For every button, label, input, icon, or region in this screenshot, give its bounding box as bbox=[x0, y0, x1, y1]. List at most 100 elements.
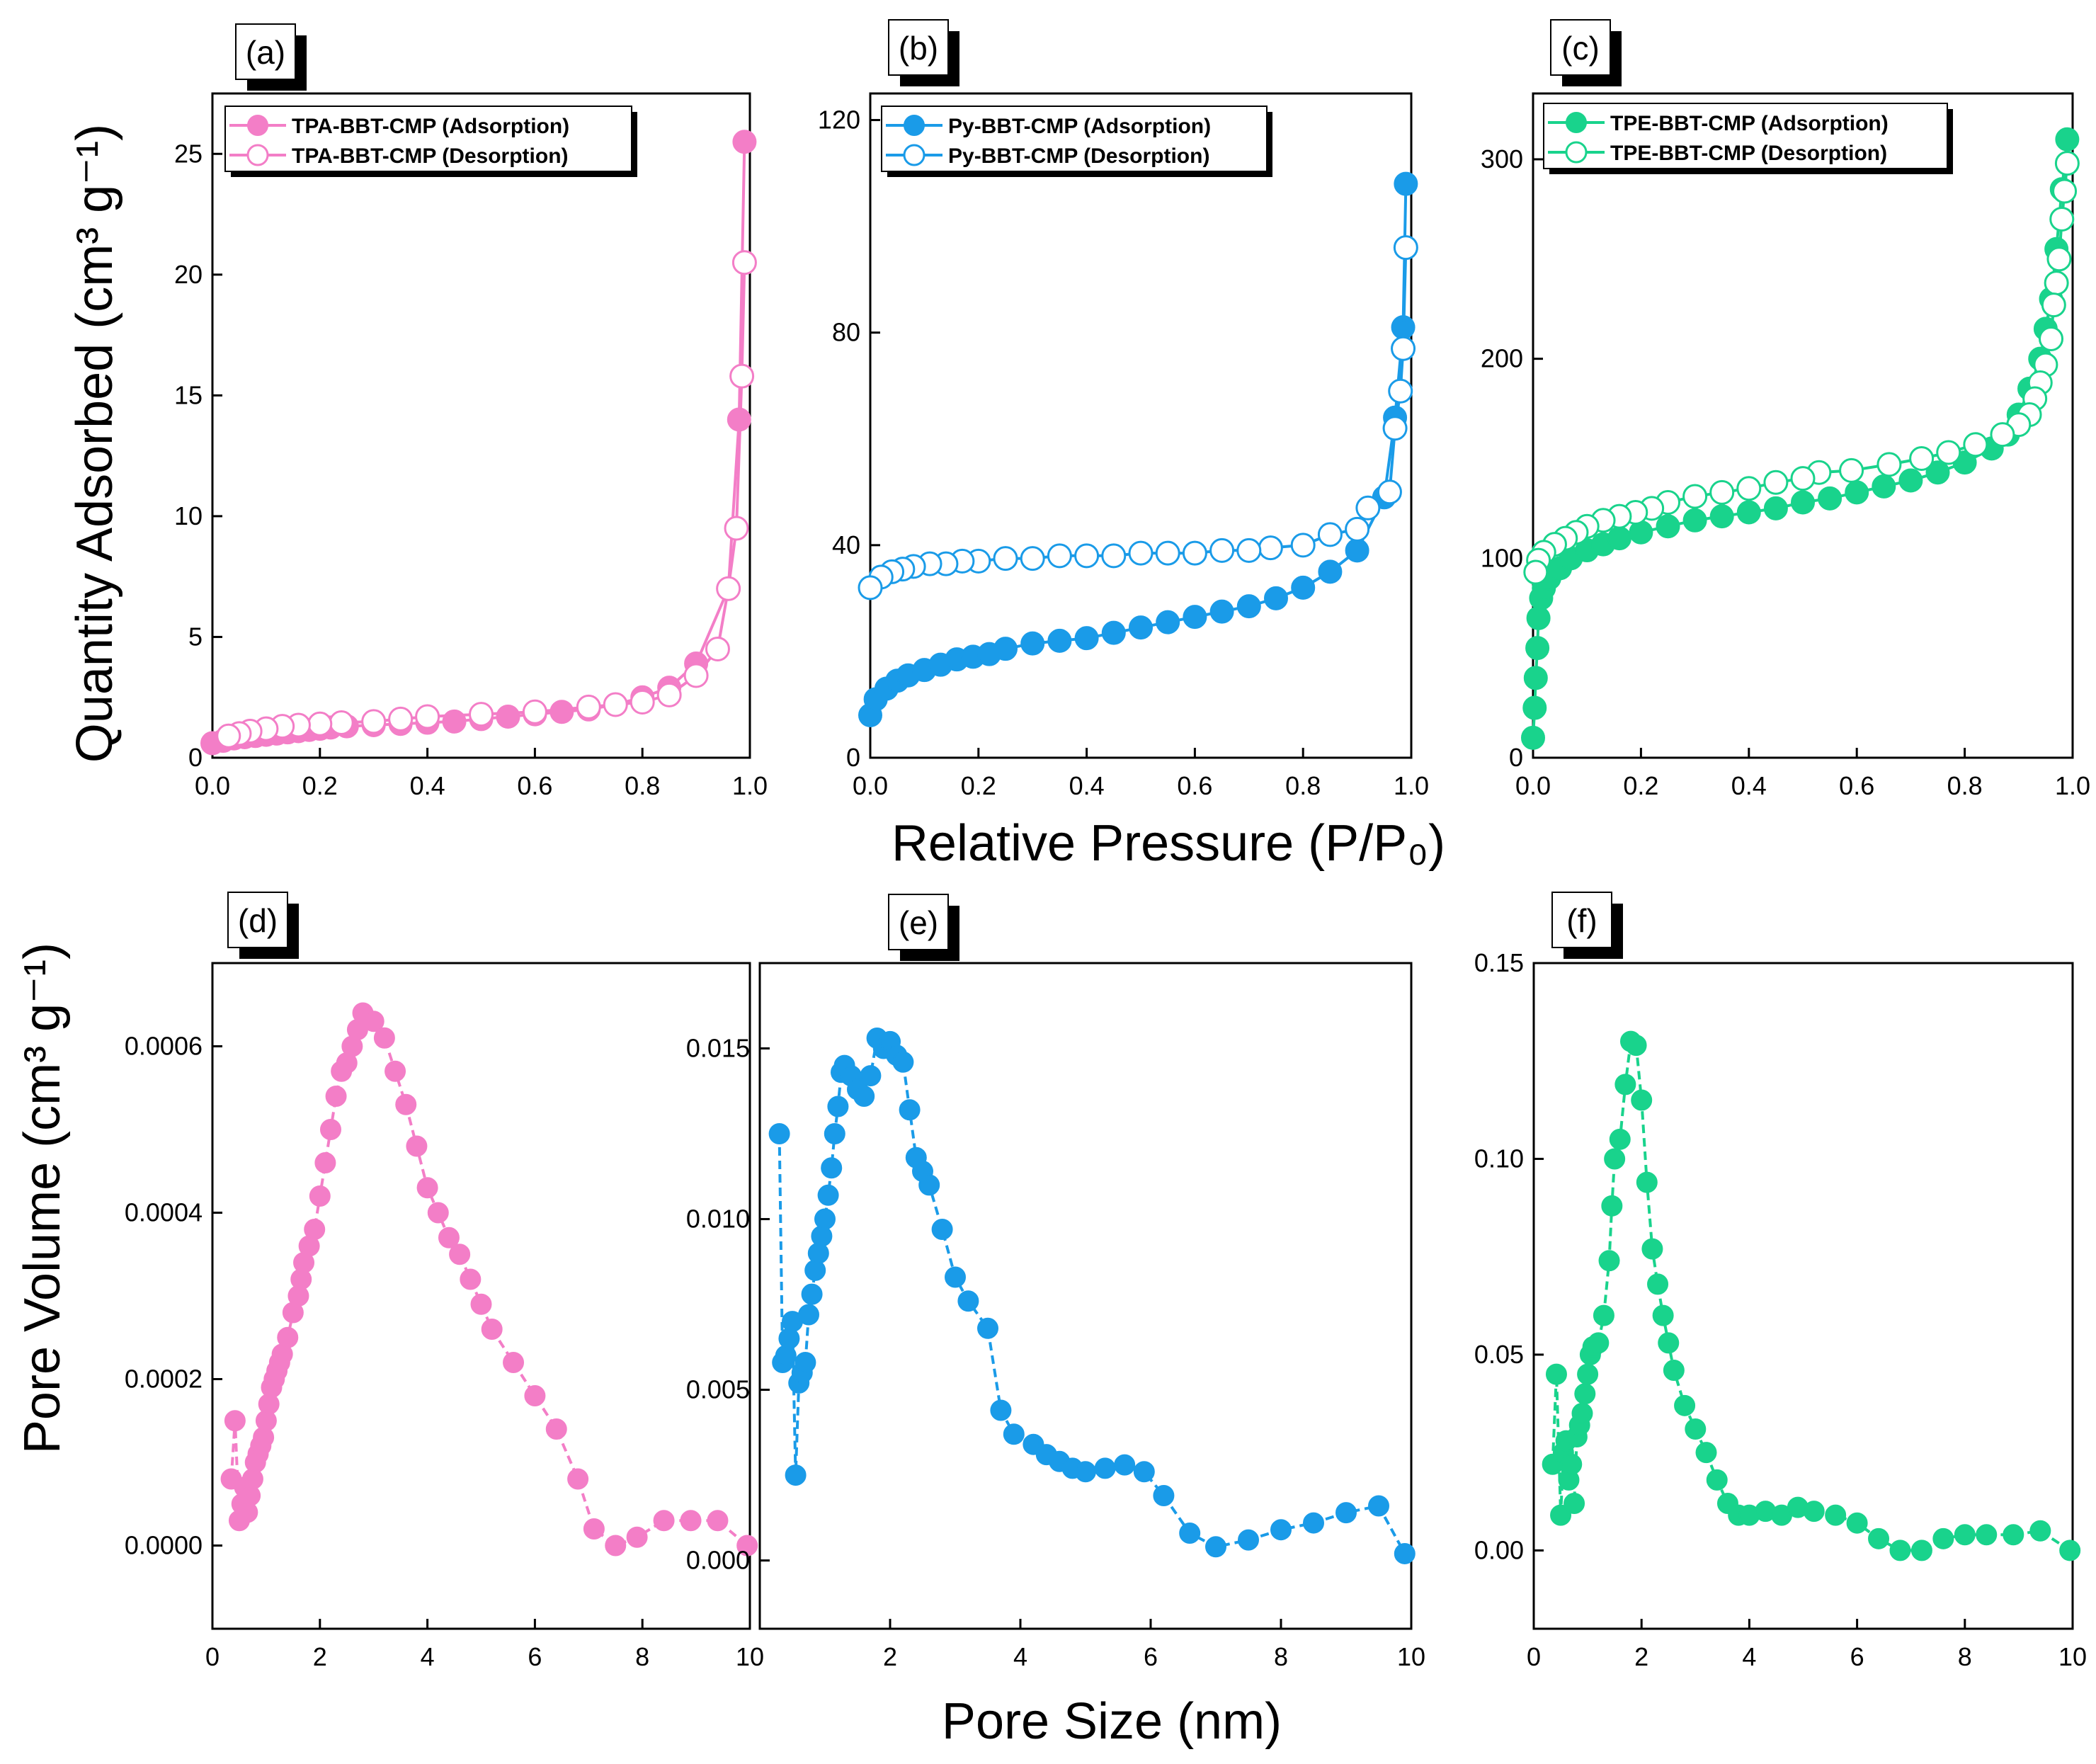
x-axis-label-isotherm: Relative Pressure (P/P₀) bbox=[892, 815, 1445, 872]
y-tick-label: 0.10 bbox=[1474, 1144, 1524, 1173]
data-point bbox=[1791, 490, 1815, 515]
data-point bbox=[1153, 1485, 1175, 1506]
data-point bbox=[1101, 620, 1126, 645]
data-point bbox=[1818, 486, 1842, 511]
x-tick-label: 4 bbox=[1742, 1642, 1756, 1671]
data-point bbox=[1183, 605, 1207, 630]
legend: TPA-BBT-CMP (Adsorption) TPA-BBT-CMP (Des… bbox=[224, 106, 637, 177]
panel-d: 0 2 4 6 8 10 0.0000 0.0002 0.0004 0.0006 (d) bbox=[125, 892, 764, 1671]
series-line bbox=[228, 262, 746, 738]
data-point bbox=[1355, 495, 1381, 520]
data-point bbox=[811, 1225, 833, 1247]
data-point bbox=[1155, 540, 1180, 566]
data-point bbox=[1550, 1504, 1572, 1526]
data-point bbox=[1047, 628, 1072, 653]
data-point bbox=[957, 1290, 979, 1312]
data-point bbox=[860, 1065, 882, 1087]
data-point bbox=[1020, 631, 1045, 656]
x-tick-label: 0.0 bbox=[1515, 771, 1551, 800]
data-point bbox=[1656, 514, 1680, 539]
y-tick-label: 0.05 bbox=[1474, 1340, 1524, 1369]
data-point bbox=[1845, 480, 1869, 505]
data-point bbox=[1003, 1423, 1025, 1445]
panel-label-box bbox=[227, 892, 288, 948]
panel-b: 0.0 0.2 0.4 0.6 0.8 1.0 0 40 80 120 Py-BBT-CMP (Ad… bbox=[818, 19, 1429, 800]
data-point bbox=[1709, 479, 1735, 505]
data-point bbox=[216, 723, 241, 749]
data-point bbox=[524, 1385, 546, 1406]
panel-label-text: (f) bbox=[1566, 902, 1597, 939]
data-point bbox=[449, 1244, 471, 1265]
legend-marker bbox=[247, 115, 268, 136]
y-axis-label-psd: Pore Volume (cm³ g⁻¹) bbox=[14, 943, 71, 1454]
data-point bbox=[1872, 474, 1896, 499]
data-point bbox=[605, 1535, 627, 1557]
data-point bbox=[395, 1093, 417, 1115]
data-point bbox=[1604, 1148, 1626, 1170]
data-point bbox=[2049, 206, 2075, 232]
data-point bbox=[1910, 1540, 1932, 1561]
y-tick-label: 0 bbox=[188, 743, 203, 772]
data-point bbox=[1790, 466, 1816, 491]
legend-entry: Py-BBT-CMP (Adsorption) bbox=[948, 115, 1211, 138]
panel-label-box bbox=[1550, 19, 1611, 76]
data-point bbox=[496, 705, 520, 729]
x-tick-label: 0 bbox=[205, 1642, 220, 1671]
x-tick-label: 0.8 bbox=[625, 771, 660, 800]
legend-box bbox=[881, 106, 1268, 172]
panel-e: 2 4 6 8 10 0.000 0.005 0.010 0.015 (e) bbox=[686, 894, 1425, 1671]
data-point bbox=[1236, 594, 1261, 619]
x-tick-label: 6 bbox=[1850, 1642, 1864, 1671]
x-tick-label: 0.2 bbox=[1623, 771, 1658, 800]
y-tick-label: 120 bbox=[818, 106, 860, 135]
data-point bbox=[1522, 695, 1547, 720]
data-point bbox=[329, 710, 354, 736]
data-point bbox=[361, 709, 387, 734]
x-tick-label: 4 bbox=[1013, 1642, 1027, 1671]
data-point bbox=[724, 516, 749, 541]
data-point bbox=[1561, 1453, 1583, 1475]
data-point bbox=[1236, 537, 1262, 563]
data-point bbox=[732, 130, 757, 154]
panel-label-box bbox=[235, 23, 296, 80]
data-point bbox=[716, 576, 741, 601]
x-tick-label: 8 bbox=[1958, 1642, 1972, 1671]
data-point bbox=[1663, 1360, 1685, 1382]
x-tick-label: 0.8 bbox=[1947, 771, 1983, 800]
y-tick-label: 0.0006 bbox=[125, 1032, 203, 1061]
y-tick-label: 0.000 bbox=[686, 1546, 750, 1575]
data-point bbox=[1074, 543, 1100, 569]
series bbox=[1542, 1030, 2081, 1561]
panel-label: (c) bbox=[1550, 19, 1622, 86]
series bbox=[858, 235, 1418, 601]
data-point bbox=[858, 575, 883, 601]
legend-entry: TPA-BBT-CMP (Adsorption) bbox=[292, 115, 569, 138]
data-point bbox=[304, 1219, 326, 1240]
x-tick-label: 0.6 bbox=[1177, 771, 1212, 800]
data-point bbox=[469, 702, 494, 727]
data-point bbox=[481, 1319, 503, 1340]
data-point bbox=[1954, 1524, 1976, 1546]
legend-marker bbox=[903, 144, 925, 166]
x-tick-label: 6 bbox=[528, 1642, 542, 1671]
data-point bbox=[460, 1268, 482, 1290]
y-tick-label: 0.005 bbox=[686, 1375, 750, 1404]
panel-a: 0.0 0.2 0.4 0.6 0.8 1.0 0 5 10 15 20 25 TPA-BBT-CMP … bbox=[174, 23, 768, 800]
panel-label-text: (b) bbox=[899, 30, 938, 67]
data-point bbox=[1258, 535, 1283, 561]
data-point bbox=[918, 1174, 940, 1196]
data-point bbox=[801, 1283, 823, 1305]
x-tick-label: 1.0 bbox=[1394, 771, 1429, 800]
data-point bbox=[373, 1027, 395, 1049]
data-point bbox=[2003, 1524, 2024, 1546]
data-point bbox=[1129, 615, 1153, 640]
data-point bbox=[1601, 1195, 1623, 1217]
x-tick-label: 2 bbox=[313, 1642, 327, 1671]
series-line bbox=[212, 142, 746, 745]
y-tick-label: 100 bbox=[1481, 543, 1523, 572]
data-point bbox=[827, 1096, 849, 1117]
data-point bbox=[768, 1123, 790, 1145]
data-point bbox=[993, 637, 1018, 661]
data-point bbox=[1625, 1035, 1647, 1057]
